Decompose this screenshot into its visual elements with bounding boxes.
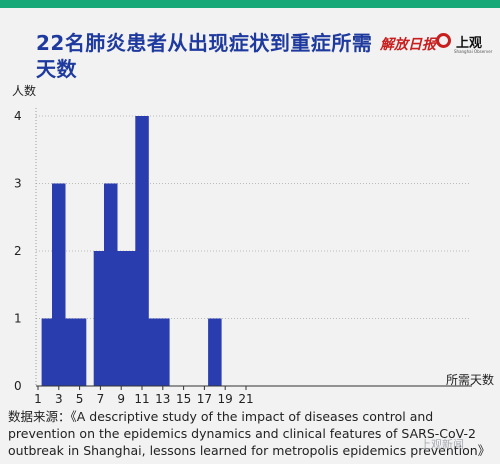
y-tick-label: 2 [14, 244, 22, 258]
x-tick-label: 3 [55, 392, 63, 406]
bar-day-9 [114, 251, 128, 386]
x-tick-label: 7 [97, 392, 105, 406]
x-tick-label: 5 [76, 392, 84, 406]
y-tick-label: 4 [14, 109, 22, 123]
shangguan-logo-subtext: Shanghai Observer [454, 49, 493, 54]
x-tick-label: 17 [197, 392, 212, 406]
bar-day-2 [41, 318, 56, 386]
bar-day-12 [145, 318, 160, 386]
x-tick-label: 19 [218, 392, 233, 406]
bar-day-7 [93, 251, 108, 386]
top-accent-bar [0, 0, 500, 8]
x-tick-label: 21 [238, 392, 253, 406]
shangguan-logo: 上观 Shanghai Observer [436, 31, 496, 55]
shangguan-ring-icon [436, 33, 451, 48]
chart-title: 22名肺炎患者从出现症状到重症所需天数 [36, 31, 373, 81]
bar-day-8 [104, 183, 118, 386]
bar-day-3 [52, 183, 66, 386]
watermark: 上观新闻 [420, 438, 464, 451]
jiefang-daily-logo: 解放日报 [380, 37, 436, 53]
y-tick-label: 1 [14, 312, 22, 326]
data-source-note: 数据来源：《A descriptive study of the impact … [8, 409, 491, 458]
x-tick-label: 15 [176, 392, 191, 406]
x-tick-label: 13 [155, 392, 170, 406]
shangguan-logo-text: 上观 [456, 36, 483, 51]
bar-day-11 [135, 116, 149, 386]
x-tick-label: 1 [34, 392, 42, 406]
bar-day-10 [124, 251, 139, 386]
chart-bars [41, 116, 222, 386]
x-axis-label: 所需天数 [446, 372, 494, 387]
bar-day-18 [208, 318, 222, 386]
bar-day-13 [156, 318, 170, 386]
y-tick-label: 0 [14, 379, 22, 393]
x-tick-label: 9 [117, 392, 125, 406]
bar-day-5 [72, 318, 87, 386]
y-axis-label: 人数 [12, 83, 36, 98]
y-tick-label: 3 [14, 177, 22, 191]
x-tick-label: 11 [134, 392, 149, 406]
bar-day-4 [62, 318, 76, 386]
